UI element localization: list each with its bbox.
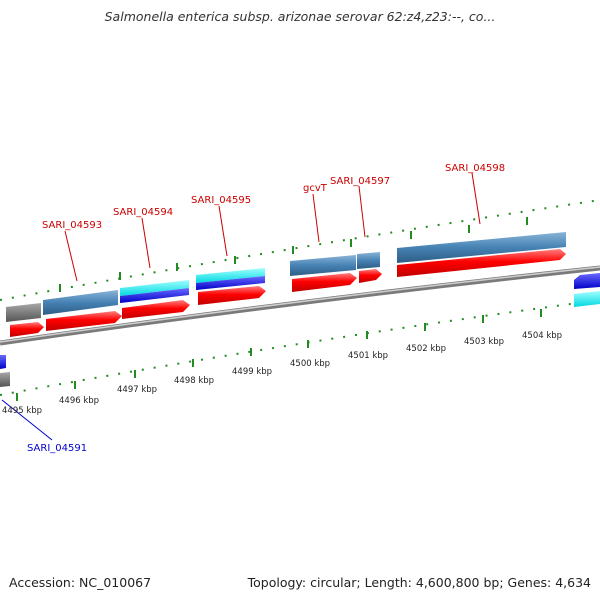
scale-label: 4495 kbp	[2, 406, 42, 416]
cds-SARI_04598[interactable]	[397, 249, 566, 277]
cds-left[interactable]	[10, 322, 44, 337]
gene-label-SARI_04595[interactable]: SARI_04595	[191, 195, 251, 206]
feature-SARI_04597[interactable]	[357, 252, 380, 269]
feature-SARI_04595-blue[interactable]	[196, 276, 265, 290]
feature-SARI_04595-cyan[interactable]	[196, 268, 265, 283]
feature-track	[0, 232, 600, 387]
scale-label: 4498 kbp	[174, 376, 214, 386]
feature-gray[interactable]	[6, 303, 41, 322]
cds-SARI_04593[interactable]	[46, 311, 122, 331]
inner-tick-ring	[0, 299, 600, 396]
scale-label: 4496 kbp	[59, 396, 99, 406]
major-ticks	[16, 217, 542, 401]
feature-gcvT[interactable]	[290, 255, 356, 276]
gene-label-SARI_04598[interactable]: SARI_04598	[445, 163, 505, 174]
scale-label: 4497 kbp	[117, 385, 157, 395]
genome-backbone	[0, 265, 600, 346]
scale-label: 4499 kbp	[232, 367, 272, 377]
feature-SARI_04594-cyan[interactable]	[120, 280, 189, 296]
feature-SARI_04593[interactable]	[43, 290, 118, 315]
scale-label: 4500 kbp	[290, 359, 330, 369]
cds-SARI_04595[interactable]	[198, 286, 266, 305]
cds-SARI_04597[interactable]	[359, 269, 382, 283]
gene-label-gcvT[interactable]: gcvT	[303, 183, 328, 194]
gene-label-SARI_04597[interactable]: SARI_04597	[330, 176, 390, 187]
gene-label-SARI_04594[interactable]: SARI_04594	[113, 207, 173, 218]
scale-label: 4503 kbp	[464, 337, 504, 347]
summary-text: Topology: circular; Length: 4,600,800 bp…	[247, 575, 591, 590]
cds-gcvT[interactable]	[292, 273, 357, 292]
cds-track	[10, 249, 566, 337]
feature-SARI_04598[interactable]	[397, 232, 566, 263]
scale-labels: 4495 kbp 4496 kbp 4497 kbp 4498 kbp 4499…	[2, 331, 562, 416]
label-leaders	[1, 172, 481, 441]
scale-label: 4504 kbp	[522, 331, 562, 341]
gene-label-SARI_04591[interactable]: SARI_04591	[27, 443, 87, 454]
cds-SARI_04594[interactable]	[122, 300, 190, 319]
map-title: Salmonella enterica subsp. arizonae sero…	[104, 9, 496, 24]
outer-tick-ring	[0, 199, 600, 301]
feature-SARI_04594-blue[interactable]	[120, 288, 189, 303]
gene-labels: SARI_04593 SARI_04594 SARI_04595 gcvT SA…	[27, 163, 505, 454]
genome-backbone-highlight	[0, 266, 600, 343]
gene-label-SARI_04593[interactable]: SARI_04593	[42, 220, 102, 231]
feature-left-blue[interactable]	[0, 355, 6, 369]
accession-text: Accession: NC_010067	[9, 575, 152, 590]
feature-right-blue[interactable]	[574, 273, 600, 289]
feature-right-cyan[interactable]	[574, 291, 600, 307]
feature-left-gray[interactable]	[0, 372, 10, 387]
scale-label: 4502 kbp	[406, 344, 446, 354]
scale-label: 4501 kbp	[348, 351, 388, 361]
